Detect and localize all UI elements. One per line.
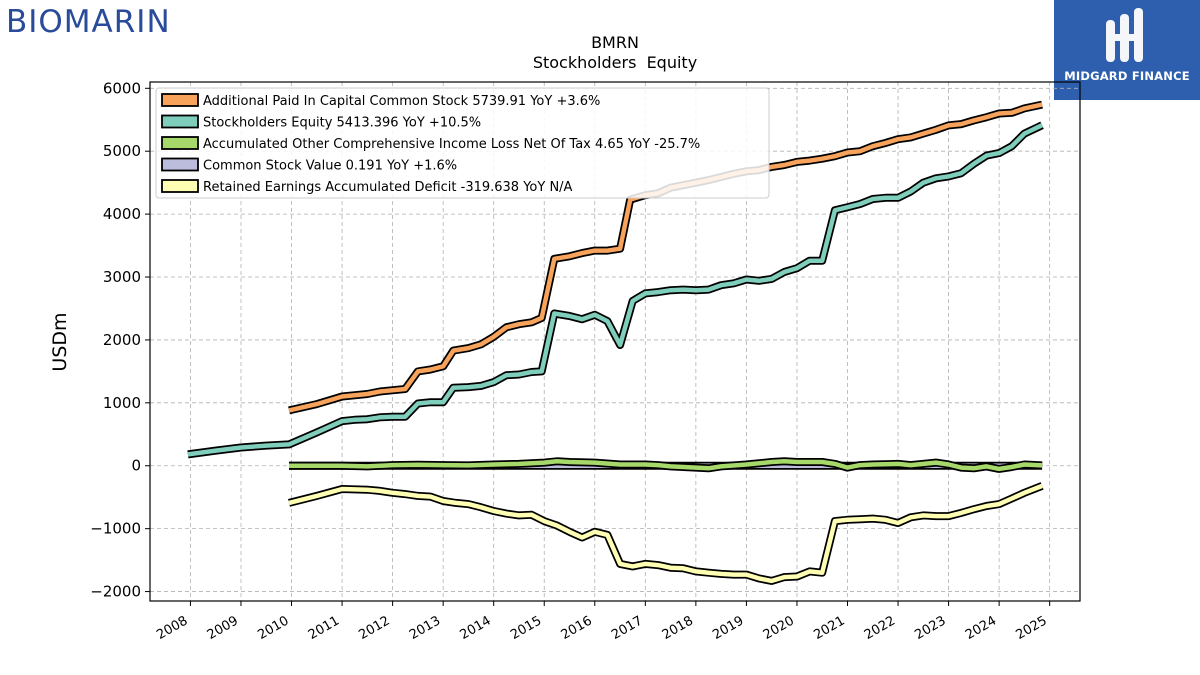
series-line [289,459,1043,472]
y-tick-label: 0 [131,457,141,475]
legend-swatch [161,136,199,150]
legend-entry: Retained Earnings Accumulated Deficit -3… [203,180,573,195]
x-tick-label: 2025 [1014,613,1050,643]
chart-title: BMRN [591,33,639,52]
x-tick-label: 2020 [761,613,797,643]
biomarin-logo: BIOMARIN [6,4,171,40]
series-line-outline [187,121,1044,459]
legend-entry: Common Stock Value 0.191 YoY +1.6% [203,159,457,174]
y-axis: −2000 −1000 0 1000 2000 3000 4000 5000 6000 [90,79,150,601]
x-tick-label: 2019 [710,613,746,643]
series-equity [187,121,1044,459]
y-tick-label: 3000 [103,268,141,286]
series-layer [187,100,1044,585]
x-tick-label: 2014 [458,613,494,643]
midgard-logo-text: MIDGARD FINANCE [1064,69,1190,83]
x-tick-label: 2017 [609,613,645,643]
series-line [288,102,1043,413]
x-tick-label: 2011 [306,613,342,643]
series-retained [288,482,1044,585]
series-apic [288,100,1043,415]
series-line [288,483,1043,584]
plot-frame [149,81,1081,602]
legend-swatch [161,93,199,107]
y-tick-label: 2000 [103,331,141,349]
x-tick-label: 2022 [862,613,898,643]
y-tick-label: 1000 [103,394,141,412]
x-axis: 2008 2009 2010 2011 2012 2013 2014 2015 2016 2017… [154,601,1051,643]
legend-entry: Accumulated Other Comprehensive Income L… [203,137,700,152]
y-tick-label: 5000 [103,142,141,160]
legend-box [155,87,770,199]
y-axis-label: USDm [49,312,71,371]
midgard-logo-icon [1106,8,1143,62]
midgard-finance-logo: MIDGARD FINANCE [1054,0,1200,100]
chart-subtitle: Stockholders Equity [533,53,697,72]
x-tick-label: 2008 [154,613,190,643]
y-tick-label: −1000 [90,520,141,538]
x-tick-label: 2023 [912,613,948,643]
series-line-outline [288,100,1043,415]
grid-lines [150,82,1080,601]
x-tick-label: 2015 [508,613,544,643]
legend: Additional Paid In Capital Common Stock … [155,87,770,199]
legend-swatch [161,157,199,172]
x-tick-label: 2012 [356,613,392,643]
y-tick-label: 6000 [103,79,141,97]
y-tick-label: −2000 [90,583,141,601]
series-line-outline [289,457,1043,473]
x-tick-label: 2024 [963,613,999,643]
y-tick-label: 4000 [103,205,141,223]
legend-entry: Additional Paid In Capital Common Stock … [203,94,600,109]
x-tick-label: 2016 [559,613,595,643]
x-tick-label: 2009 [205,613,241,643]
x-tick-label: 2013 [407,613,443,643]
legend-swatch [161,179,199,193]
legend-entry: Stockholders Equity 5413.396 YoY +10.5% [203,116,481,131]
series-line [187,123,1044,457]
series-line-outline [288,482,1044,585]
series-aoci [289,457,1043,473]
x-tick-label: 2018 [660,613,696,643]
x-tick-label: 2010 [255,613,291,643]
x-tick-label: 2021 [811,613,847,643]
legend-swatch [161,114,199,129]
